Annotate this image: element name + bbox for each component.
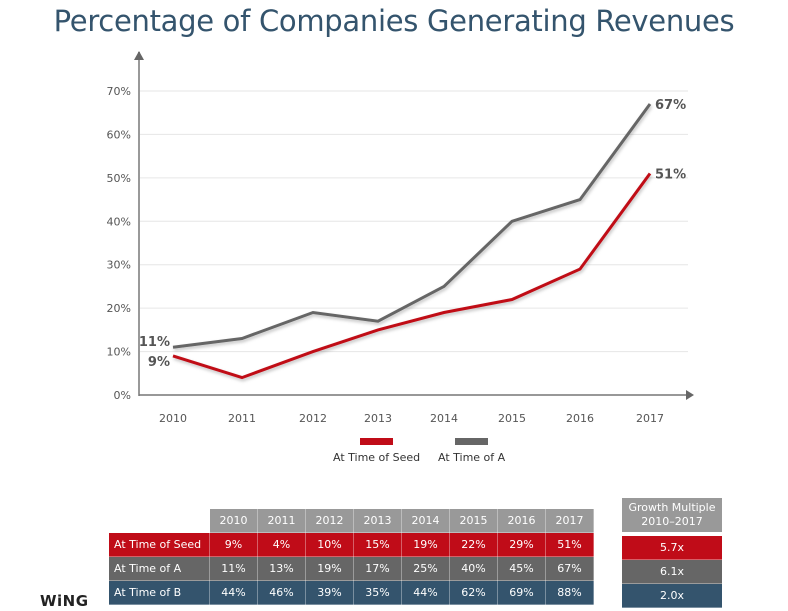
gridlines bbox=[139, 90, 688, 353]
x-tick-label: 2011 bbox=[228, 412, 256, 425]
legend-item-seed: At Time of Seed bbox=[333, 438, 420, 464]
table-cell: 69% bbox=[497, 580, 546, 605]
legend-label: At Time of Seed bbox=[333, 451, 421, 464]
table-cell: 51% bbox=[545, 532, 594, 557]
line-chart: 0% 10% 20% 30% 40% 50% 60% 70% 2010 2011 2012 2013… bbox=[107, 51, 694, 425]
series-line-seed bbox=[172, 172, 652, 380]
growth-header-line1: Growth Multiple bbox=[628, 501, 716, 514]
table-cell: 17% bbox=[353, 556, 402, 581]
x-tick-label: 2013 bbox=[364, 412, 392, 425]
series-lines bbox=[172, 103, 652, 380]
y-tick-label: 70% bbox=[107, 85, 131, 98]
y-tick-label: 30% bbox=[107, 259, 131, 272]
y-tick-label: 40% bbox=[107, 215, 131, 228]
table-header-row: 2010 2011 2012 2013 2014 2015 2016 2017 bbox=[108, 508, 594, 533]
y-axis-ticks: 0% 10% 20% 30% 40% 50% 60% 70% bbox=[107, 85, 131, 402]
growth-cell-b: 2.0x bbox=[622, 584, 722, 608]
x-axis-ticks: 2010 2011 2012 2013 2014 2015 2016 2017 bbox=[159, 412, 664, 425]
table-cell: 29% bbox=[497, 532, 546, 557]
growth-cell-a: 6.1x bbox=[622, 560, 722, 584]
chart-title: Percentage of Companies Generating Reven… bbox=[53, 4, 735, 38]
table-cell: 35% bbox=[353, 580, 402, 605]
table-cell: 10% bbox=[305, 532, 354, 557]
table-cell: 44% bbox=[401, 580, 450, 605]
table-cell: 15% bbox=[353, 532, 402, 557]
table-header: 2014 bbox=[401, 508, 450, 533]
table-header: 2010 bbox=[209, 508, 258, 533]
table-cell: 88% bbox=[545, 580, 594, 605]
table-row-b: At Time of B 44% 46% 39% 35% 44% 62% 69%… bbox=[108, 580, 594, 605]
data-table: 2010 2011 2012 2013 2014 2015 2016 2017 … bbox=[108, 508, 594, 605]
y-tick-label: 50% bbox=[107, 172, 131, 185]
table-header: 2012 bbox=[305, 508, 354, 533]
table-cell: 19% bbox=[401, 532, 450, 557]
legend-swatch-seed bbox=[360, 438, 394, 445]
series-end-labels: 51% 9% 67% 11% bbox=[139, 98, 686, 370]
legend-item-a: At Time of A bbox=[438, 438, 505, 464]
series-line-a bbox=[172, 103, 652, 349]
table-header: 2016 bbox=[497, 508, 546, 533]
x-tick-label: 2012 bbox=[299, 412, 327, 425]
y-tick-label: 10% bbox=[107, 346, 131, 359]
x-tick-label: 2016 bbox=[566, 412, 594, 425]
table-row-a: At Time of A 11% 13% 19% 17% 25% 40% 45%… bbox=[108, 556, 594, 581]
row-label: At Time of Seed bbox=[108, 532, 210, 557]
table-cell: 44% bbox=[209, 580, 258, 605]
growth-header-line2: 2010–2017 bbox=[641, 515, 703, 528]
table-cell: 9% bbox=[209, 532, 258, 557]
wing-logo: WiNG bbox=[40, 592, 89, 610]
table-header: 2013 bbox=[353, 508, 402, 533]
table-row-seed: At Time of Seed 9% 4% 10% 15% 19% 22% 29… bbox=[108, 532, 594, 557]
table-cell: 4% bbox=[257, 532, 306, 557]
x-tick-label: 2017 bbox=[636, 412, 664, 425]
table-cell: 39% bbox=[305, 580, 354, 605]
x-tick-label: 2015 bbox=[498, 412, 526, 425]
row-label: At Time of A bbox=[108, 556, 210, 581]
y-tick-label: 0% bbox=[114, 389, 131, 402]
y-tick-label: 60% bbox=[107, 128, 131, 141]
start-label-seed: 9% bbox=[148, 355, 170, 370]
table-cell: 19% bbox=[305, 556, 354, 581]
table-cell: 62% bbox=[449, 580, 498, 605]
legend-label: At Time of A bbox=[438, 451, 506, 464]
table-header: 2015 bbox=[449, 508, 498, 533]
table-cell: 40% bbox=[449, 556, 498, 581]
x-tick-label: 2010 bbox=[159, 412, 187, 425]
legend-swatch-a bbox=[455, 438, 489, 445]
table-header: 2017 bbox=[545, 508, 594, 533]
table-cell: 46% bbox=[257, 580, 306, 605]
table-header: 2011 bbox=[257, 508, 306, 533]
row-label: At Time of B bbox=[108, 580, 210, 605]
growth-cell-seed: 5.7x bbox=[622, 536, 722, 560]
y-tick-label: 20% bbox=[107, 302, 131, 315]
start-label-a: 11% bbox=[139, 335, 170, 350]
end-label-seed: 51% bbox=[655, 168, 686, 183]
table-cell: 13% bbox=[257, 556, 306, 581]
x-axis-arrow bbox=[686, 390, 694, 400]
table-cell: 45% bbox=[497, 556, 546, 581]
table-cell: 25% bbox=[401, 556, 450, 581]
axes bbox=[134, 51, 694, 400]
y-axis-arrow bbox=[134, 51, 144, 60]
table-cell: 11% bbox=[209, 556, 258, 581]
table-corner bbox=[108, 508, 210, 533]
end-label-a: 67% bbox=[655, 98, 686, 113]
x-tick-label: 2014 bbox=[430, 412, 458, 425]
growth-multiple-table: Growth Multiple 2010–2017 5.7x 6.1x 2.0x bbox=[622, 498, 722, 608]
table-cell: 22% bbox=[449, 532, 498, 557]
growth-multiple-header: Growth Multiple 2010–2017 bbox=[622, 498, 722, 532]
table-cell: 67% bbox=[545, 556, 594, 581]
